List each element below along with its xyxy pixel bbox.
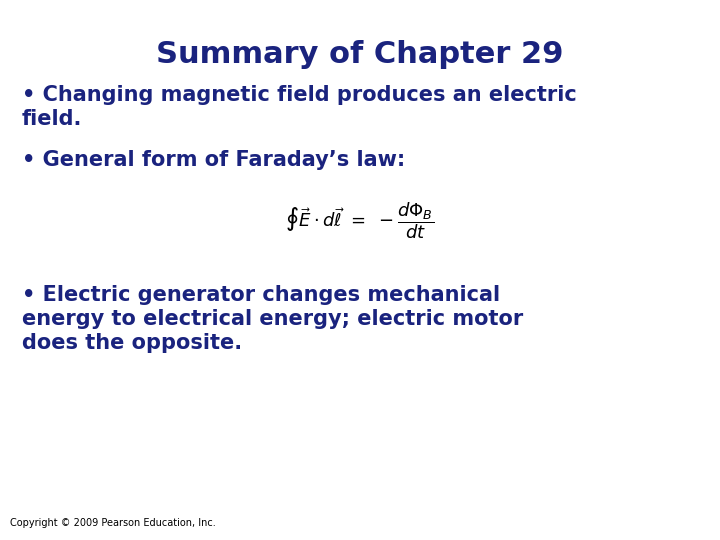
Text: $\oint \vec{E} \cdot d\vec{\ell} \ = \ -\dfrac{d\Phi_B}{dt}$: $\oint \vec{E} \cdot d\vec{\ell} \ = \ -… — [286, 200, 434, 241]
Text: • General form of Faraday’s law:: • General form of Faraday’s law: — [22, 150, 405, 170]
Text: • Electric generator changes mechanical
energy to electrical energy; electric mo: • Electric generator changes mechanical … — [22, 285, 523, 353]
Text: • Changing magnetic field produces an electric
field.: • Changing magnetic field produces an el… — [22, 85, 577, 129]
Text: Copyright © 2009 Pearson Education, Inc.: Copyright © 2009 Pearson Education, Inc. — [10, 518, 216, 528]
Text: Summary of Chapter 29: Summary of Chapter 29 — [156, 40, 564, 69]
